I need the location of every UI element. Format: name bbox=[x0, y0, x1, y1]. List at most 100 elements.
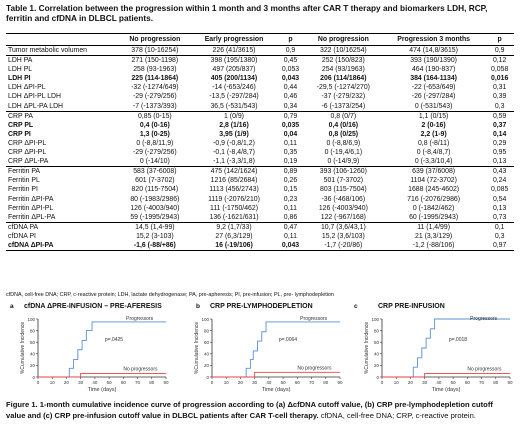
cell-value: 0,59 bbox=[485, 110, 514, 121]
table-row: LDH PA 271 (150-1198) 398 (195/1380) 0,45 25… bbox=[6, 55, 514, 66]
table-row: cfDNA PA 14,5 (1,4-99) 9,2 (1,7/33) 0,47 10,… bbox=[6, 221, 514, 232]
cell-value: 0,19 bbox=[283, 158, 298, 166]
cell-value: 0,86 bbox=[283, 213, 298, 221]
series-line-0 bbox=[382, 318, 510, 378]
cell-value: 405 (200/1134) bbox=[210, 75, 258, 83]
x-axis-label: Time (days) bbox=[262, 387, 291, 393]
cell-value: 0,4 (0-16) bbox=[139, 121, 170, 129]
x-tick-label: 20 bbox=[408, 380, 414, 385]
cell-value: 0,31 bbox=[492, 84, 507, 92]
series-label-progressors: Progressors bbox=[126, 316, 153, 322]
cell-value: -1,1 (-3,3/1,8) bbox=[213, 158, 255, 166]
cell-value: 1,3 (0-25) bbox=[139, 130, 170, 138]
cell-value: 0,29 bbox=[492, 139, 507, 147]
y-tick-label: 60 bbox=[30, 340, 36, 345]
header-cell: Progression 3 months bbox=[381, 33, 486, 46]
cell-value: 0,46 bbox=[283, 93, 298, 101]
table-row: CRP PA 0,85 (0-15) 1 (0/9) 0,79 0,8 (0/7) 1,1… bbox=[6, 110, 514, 121]
y-axis-label: %Cumulative Incidence bbox=[194, 322, 200, 374]
table-row: CRP ΔPL-PA 0 (-14/10) -1,1 (-3,3/1,8) 0,19 0… bbox=[6, 157, 514, 167]
cell-value: 254 (93/1963) bbox=[321, 66, 365, 74]
cell-value: 0,11 bbox=[284, 139, 297, 147]
row-label: Ferritin ΔPL-PA bbox=[8, 213, 56, 221]
cell-value: 11 (1,4/99) bbox=[381, 221, 486, 232]
row-label: Ferritin ΔPI-PL bbox=[8, 204, 54, 212]
panel-b-title: CRP PRE-LYMPHODEPLETION bbox=[210, 303, 313, 310]
cell-value: 0,35 bbox=[283, 149, 298, 157]
row-label: LDH PL bbox=[8, 66, 33, 74]
x-tick-label: 0 bbox=[211, 380, 214, 385]
header-cell: p bbox=[485, 33, 514, 46]
x-axis-label: Time (days) bbox=[88, 387, 117, 393]
cell-value: 0,39 bbox=[492, 93, 507, 101]
cell-value: 464 (190-837) bbox=[411, 66, 456, 74]
y-tick-label: 80 bbox=[30, 328, 36, 333]
cell-value: 3,95 (1/9) bbox=[219, 130, 249, 138]
y-tick-label: 0 bbox=[206, 375, 209, 380]
x-tick-label: 50 bbox=[281, 380, 287, 385]
table-row: Ferritin PA 583 (37-6008) 475 (142/1624) 0,… bbox=[6, 166, 514, 177]
cell-value: 258 (93-1963) bbox=[133, 66, 177, 74]
cell-value: 601 (7-3702) bbox=[135, 177, 175, 185]
series-line-1 bbox=[382, 373, 510, 378]
cell-value: 393 (106-1260) bbox=[304, 166, 382, 177]
cell-value: 252 (150/823) bbox=[304, 55, 382, 66]
p-value: p=.0018 bbox=[449, 337, 467, 343]
cell-value: 322 (10/16254) bbox=[304, 44, 382, 56]
cell-value: 126 (-4003/940) bbox=[318, 204, 368, 212]
cell-value: 0,43 bbox=[485, 166, 514, 177]
cell-value: -0,1 (-8,4/8,7) bbox=[213, 149, 255, 157]
cell-value: 0,24 bbox=[492, 177, 507, 185]
table-row: CRP ΔPI-PL -29 (-279/256) -0,1 (-8,4/8,7) 0… bbox=[6, 148, 514, 157]
row-label: cfDNA PA bbox=[6, 221, 118, 232]
y-tick-label: 20 bbox=[204, 363, 210, 368]
cell-value: 225 (114-1864) bbox=[131, 75, 179, 83]
x-tick-label: 90 bbox=[163, 380, 169, 385]
row-label: CRP ΔPI-PL bbox=[8, 139, 47, 147]
cell-value: 398 (195/1380) bbox=[191, 55, 277, 66]
cell-value: 0 (-531/543) bbox=[414, 102, 453, 110]
cell-value: 27 (6,3/129) bbox=[215, 232, 253, 240]
cell-value: 60 (-1995/2943) bbox=[409, 213, 459, 221]
row-label: Tumor metabolic volumen bbox=[6, 44, 118, 56]
row-label: CRP PI bbox=[8, 130, 31, 138]
cell-value: 0,8 (-8/11) bbox=[417, 139, 450, 147]
cell-value: 0 (-8,4/8,7) bbox=[416, 149, 451, 157]
cell-value: 0,13 bbox=[492, 158, 507, 166]
cell-value: 1,1 (0/15) bbox=[381, 110, 486, 121]
series-label-no-progressors: No progressors bbox=[297, 365, 332, 371]
row-label: CRP PA bbox=[6, 110, 118, 121]
row-label: Ferritin PI bbox=[8, 186, 38, 194]
cell-value: 378 (10-16254) bbox=[117, 44, 192, 56]
cell-value: 0 (-14/9,9) bbox=[327, 158, 360, 166]
cell-value: 474 (14,8/3615) bbox=[381, 44, 486, 56]
cell-value: 384 (164-1134) bbox=[410, 75, 457, 83]
figure-caption-bold: Figure 1. 1-month cumulative incidence c… bbox=[6, 400, 493, 420]
cell-value: -36 (-468/106) bbox=[321, 195, 366, 203]
cell-value: 0,47 bbox=[276, 221, 305, 232]
cell-value: 803 (115-7504) bbox=[320, 186, 367, 194]
cell-value: 0,043 bbox=[281, 75, 300, 83]
cell-value: 0,8 (0/25) bbox=[328, 130, 359, 138]
cell-value: 15,2 (3-103) bbox=[136, 232, 174, 240]
row-label: LDH ΔPI-PL LDH bbox=[8, 93, 61, 101]
header-cell: Early progression bbox=[191, 33, 277, 46]
x-axis-label: Time (days) bbox=[432, 387, 461, 393]
x-tick-label: 60 bbox=[465, 380, 471, 385]
cell-value: 0,26 bbox=[283, 177, 298, 185]
row-label: CRP ΔPI-PL bbox=[8, 149, 47, 157]
cell-value: 0,053 bbox=[281, 66, 300, 74]
panel-c-title: CRP PRE-INFUSION bbox=[378, 303, 445, 310]
x-tick-label: 30 bbox=[78, 380, 84, 385]
cell-value: 0,085 bbox=[491, 186, 509, 194]
cell-value: 0,89 bbox=[276, 166, 305, 177]
cell-value: -29 (-279/256) bbox=[133, 93, 177, 101]
cell-value: 1119 (-2076/210) bbox=[208, 195, 260, 203]
x-tick-label: 0 bbox=[381, 380, 384, 385]
series-label-progressors: Progressors bbox=[470, 316, 497, 322]
cell-value: 0,97 bbox=[485, 240, 514, 252]
series-label-no-progressors: No progressors bbox=[123, 367, 158, 373]
cell-value: 0,73 bbox=[492, 213, 507, 221]
cell-value: 639 (37/6008) bbox=[381, 166, 486, 177]
cell-value: -1,7 (-20/86) bbox=[304, 240, 382, 252]
